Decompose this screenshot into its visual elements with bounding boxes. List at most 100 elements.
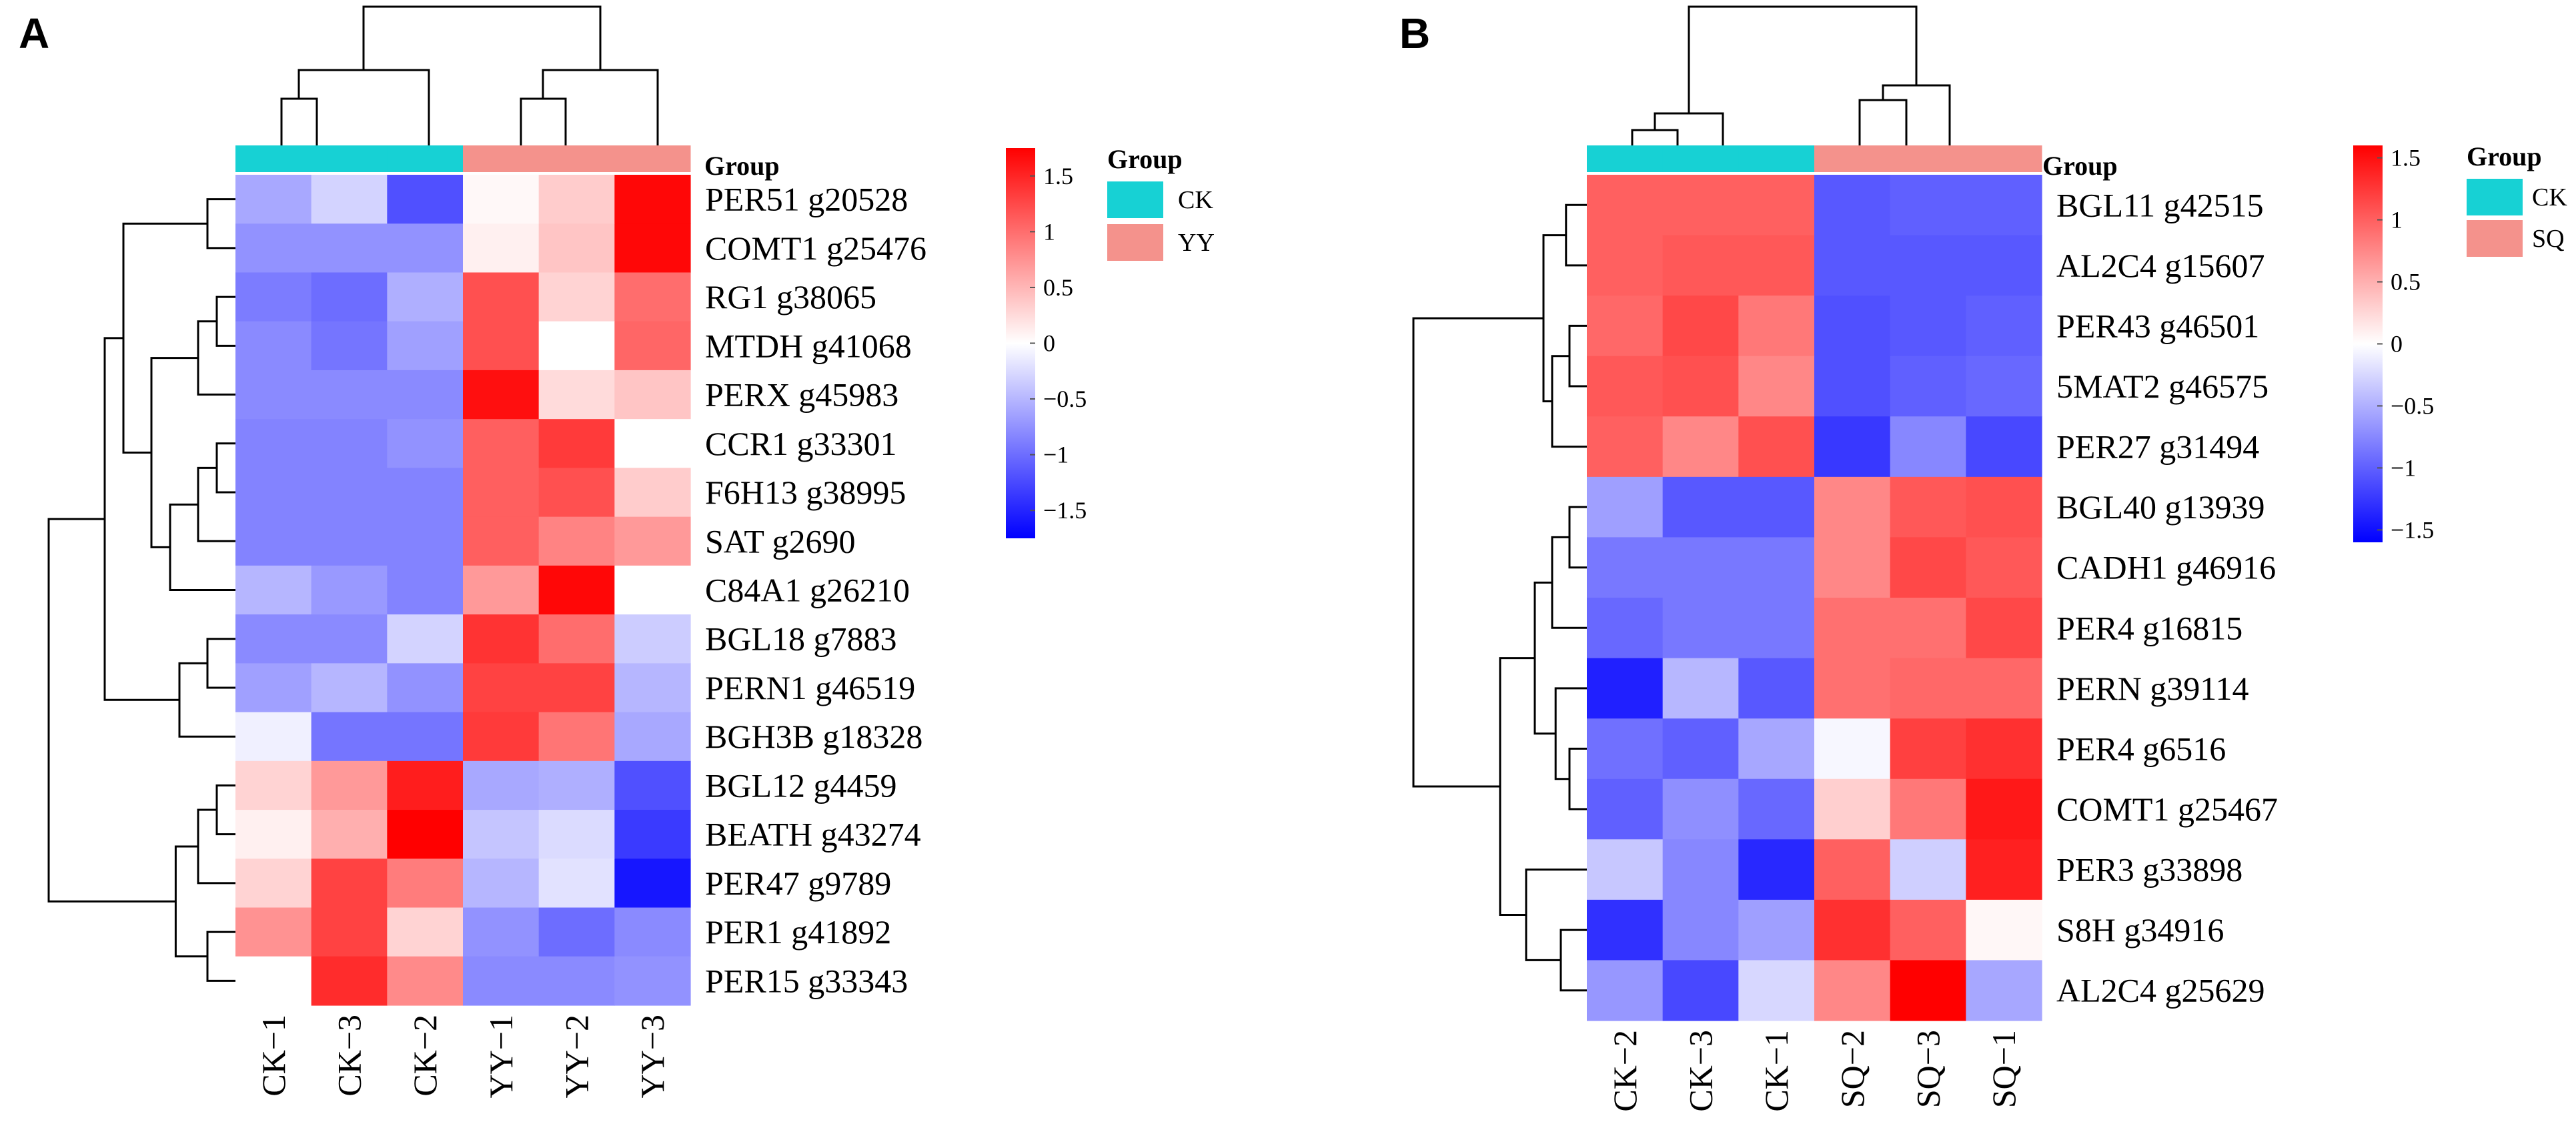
group-annotation-bar-a	[235, 145, 691, 172]
row-label: MTDH g41068	[705, 327, 912, 364]
heatmap-cell	[463, 370, 540, 420]
heatmap-cell	[1587, 960, 1664, 1021]
row-label: PER3 g33898	[2056, 851, 2242, 889]
heatmap-cell	[1662, 296, 1739, 357]
heatmap-cell	[311, 810, 388, 859]
color-scale-ticks-a: 1.5 1 0.5 0 −0.5 −1 −1.5	[1030, 163, 1087, 524]
heatmap-cell	[463, 663, 540, 713]
heatmap-cell	[1662, 175, 1739, 236]
heatmap-cell	[463, 565, 540, 615]
heatmap-cell	[235, 663, 312, 713]
heatmap-cell	[1587, 476, 1664, 538]
column-label: CK−1	[255, 1015, 292, 1097]
heatmap-cell	[463, 175, 540, 224]
heatmap-cell	[1587, 778, 1664, 840]
heatmap-cell	[1814, 658, 1891, 719]
heatmap-cell	[387, 272, 464, 322]
heatmap-cell	[1587, 598, 1664, 659]
heatmap-cell	[1890, 356, 1966, 417]
heatmap-cells-b	[1587, 175, 2042, 1021]
heatmap-cell	[311, 419, 388, 469]
heatmap-cell	[1890, 296, 1966, 357]
heatmap-cell	[1662, 658, 1739, 719]
heatmap-cell	[1662, 537, 1739, 598]
heatmap-cell	[1814, 718, 1891, 780]
heatmap-cell	[387, 663, 464, 713]
heatmap-cell	[1814, 899, 1891, 961]
heatmap-cell	[614, 760, 691, 810]
heatmap-cell	[538, 175, 615, 224]
group-bar-cell-ck	[1738, 145, 1815, 172]
heatmap-cell	[1890, 598, 1966, 659]
heatmap-cell	[1738, 899, 1815, 961]
legend-label-ck-a: CK	[1178, 186, 1213, 214]
heatmap-cell	[1890, 960, 1966, 1021]
row-label: PER15 g33343	[705, 962, 908, 999]
heatmap-cell	[311, 370, 388, 420]
color-scale-tick-label: 0	[1043, 330, 1055, 357]
heatmap-cell	[311, 468, 388, 518]
heatmap-cell	[1662, 416, 1739, 478]
heatmap-cell	[235, 760, 312, 810]
dendrogram-branch	[206, 198, 235, 249]
row-label: PER4 g16815	[2056, 609, 2242, 646]
row-label: S8H g34916	[2056, 911, 2224, 949]
legend-swatch-ck-a	[1107, 181, 1163, 218]
group-legend-a: Group CK YY	[1107, 144, 1215, 261]
group-legend-b: Group CK SQ	[2467, 141, 2567, 257]
heatmap-cell	[538, 810, 615, 859]
heatmap-cell	[311, 663, 388, 713]
heatmap-cell	[1587, 356, 1664, 417]
heatmap-cell	[1662, 718, 1739, 780]
heatmap-cell	[614, 321, 691, 371]
group-bar-title-a: Group	[704, 151, 780, 181]
column-labels-b: CK−2 CK−3 CK−1 SQ−2 SQ−3 SQ−1	[1606, 1030, 2022, 1112]
heatmap-cell	[1662, 839, 1739, 901]
heatmap-cell	[1738, 175, 1815, 236]
row-label: PERN g39114	[2056, 670, 2248, 707]
heatmap-cell	[463, 419, 540, 469]
heatmap-cell	[463, 223, 540, 273]
dendrogram-branch	[1568, 506, 1587, 569]
legend-swatch-sq-b	[2467, 220, 2523, 257]
heatmap-cell	[1966, 416, 2042, 478]
dendrogram-branch	[1542, 234, 1566, 403]
heatmap-cell	[1587, 839, 1664, 901]
heatmap-cell	[1966, 658, 2042, 719]
heatmap-cell	[538, 956, 615, 1006]
row-label: BGL11 g42515	[2056, 186, 2264, 223]
heatmap-cell	[387, 175, 464, 224]
heatmap-cell	[1738, 296, 1815, 357]
heatmap-cell	[538, 858, 615, 909]
heatmap-cell	[1587, 658, 1664, 719]
heatmap-cell	[538, 614, 615, 664]
heatmap-cell	[463, 321, 540, 371]
heatmap-cell	[614, 370, 691, 420]
group-legend-title-a: Group	[1107, 144, 1183, 174]
heatmap-cell	[1662, 235, 1739, 296]
heatmap-cell	[311, 516, 388, 566]
color-scale-tick-label: −1.5	[1043, 497, 1087, 524]
group-bar-cell-sq	[1966, 145, 2042, 172]
color-scale-tick-label: −0.5	[1043, 386, 1087, 412]
dendrogram-branch	[103, 337, 179, 701]
heatmap-cell	[538, 419, 615, 469]
row-label: PER51 g20528	[705, 181, 908, 218]
heatmap-cell	[538, 565, 615, 615]
heatmap-cell	[235, 175, 312, 224]
panel-letter-b: B	[1399, 9, 1430, 57]
heatmap-cell	[387, 760, 464, 810]
heatmap-cell	[311, 614, 388, 664]
color-scale-tick-label: 0	[2391, 331, 2403, 358]
heatmap-cell	[1587, 235, 1664, 296]
panel-letter-a: A	[19, 9, 49, 57]
heatmap-cell	[235, 614, 312, 664]
heatmap-cell	[1890, 839, 1966, 901]
heatmap-cell	[1738, 839, 1815, 901]
heatmap-cell	[1662, 598, 1739, 659]
heatmap-cell	[1890, 175, 1966, 236]
dendrogram-branch	[215, 296, 235, 347]
color-scale-b: 1.5 1 0.5 0 −0.5 −1 −1.5	[2353, 145, 2434, 543]
heatmap-cell	[1966, 598, 2042, 659]
